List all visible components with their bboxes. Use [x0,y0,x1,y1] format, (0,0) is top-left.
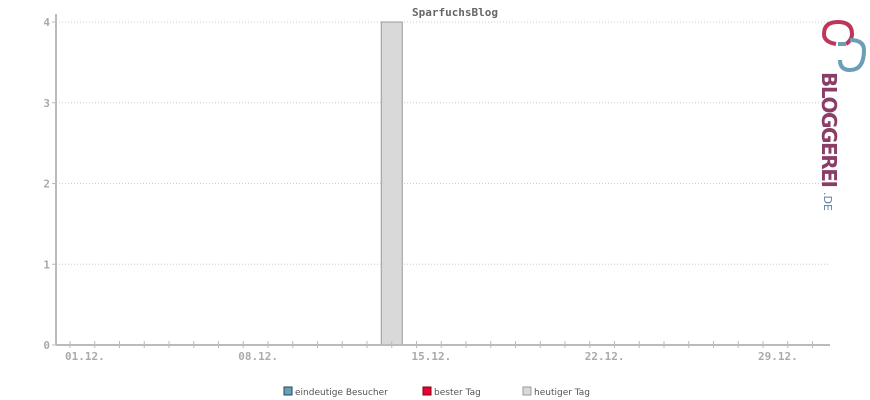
y-tick-label: 3 [43,97,50,110]
y-tick-label: 4 [43,16,50,29]
y-tick-label: 0 [43,339,50,352]
bloggerei-logo: BLOGGEREI .DE [817,19,867,211]
y-tick-label: 1 [43,258,50,271]
legend-swatch [422,386,432,396]
legend-label: heutiger Tag [534,388,590,398]
x-tick-label: 22.12. [585,350,625,363]
legend-label: bester Tag [434,388,481,398]
logo-suffix: .DE [821,192,834,211]
x-tick-label: 01.12. [65,350,105,363]
y-tick-label: 2 [43,178,50,191]
bar [380,21,403,346]
legend-swatch [522,386,532,396]
legend-label: eindeutige Besucher [295,388,388,398]
x-tick-label: 29.12. [758,350,798,363]
logo-text: BLOGGEREI [817,72,841,188]
x-tick-label: 08.12. [238,350,278,363]
x-tick-label: 15.12. [411,350,451,363]
legend-swatch [283,386,293,396]
chart-title: SparfuchsBlog [412,6,498,19]
